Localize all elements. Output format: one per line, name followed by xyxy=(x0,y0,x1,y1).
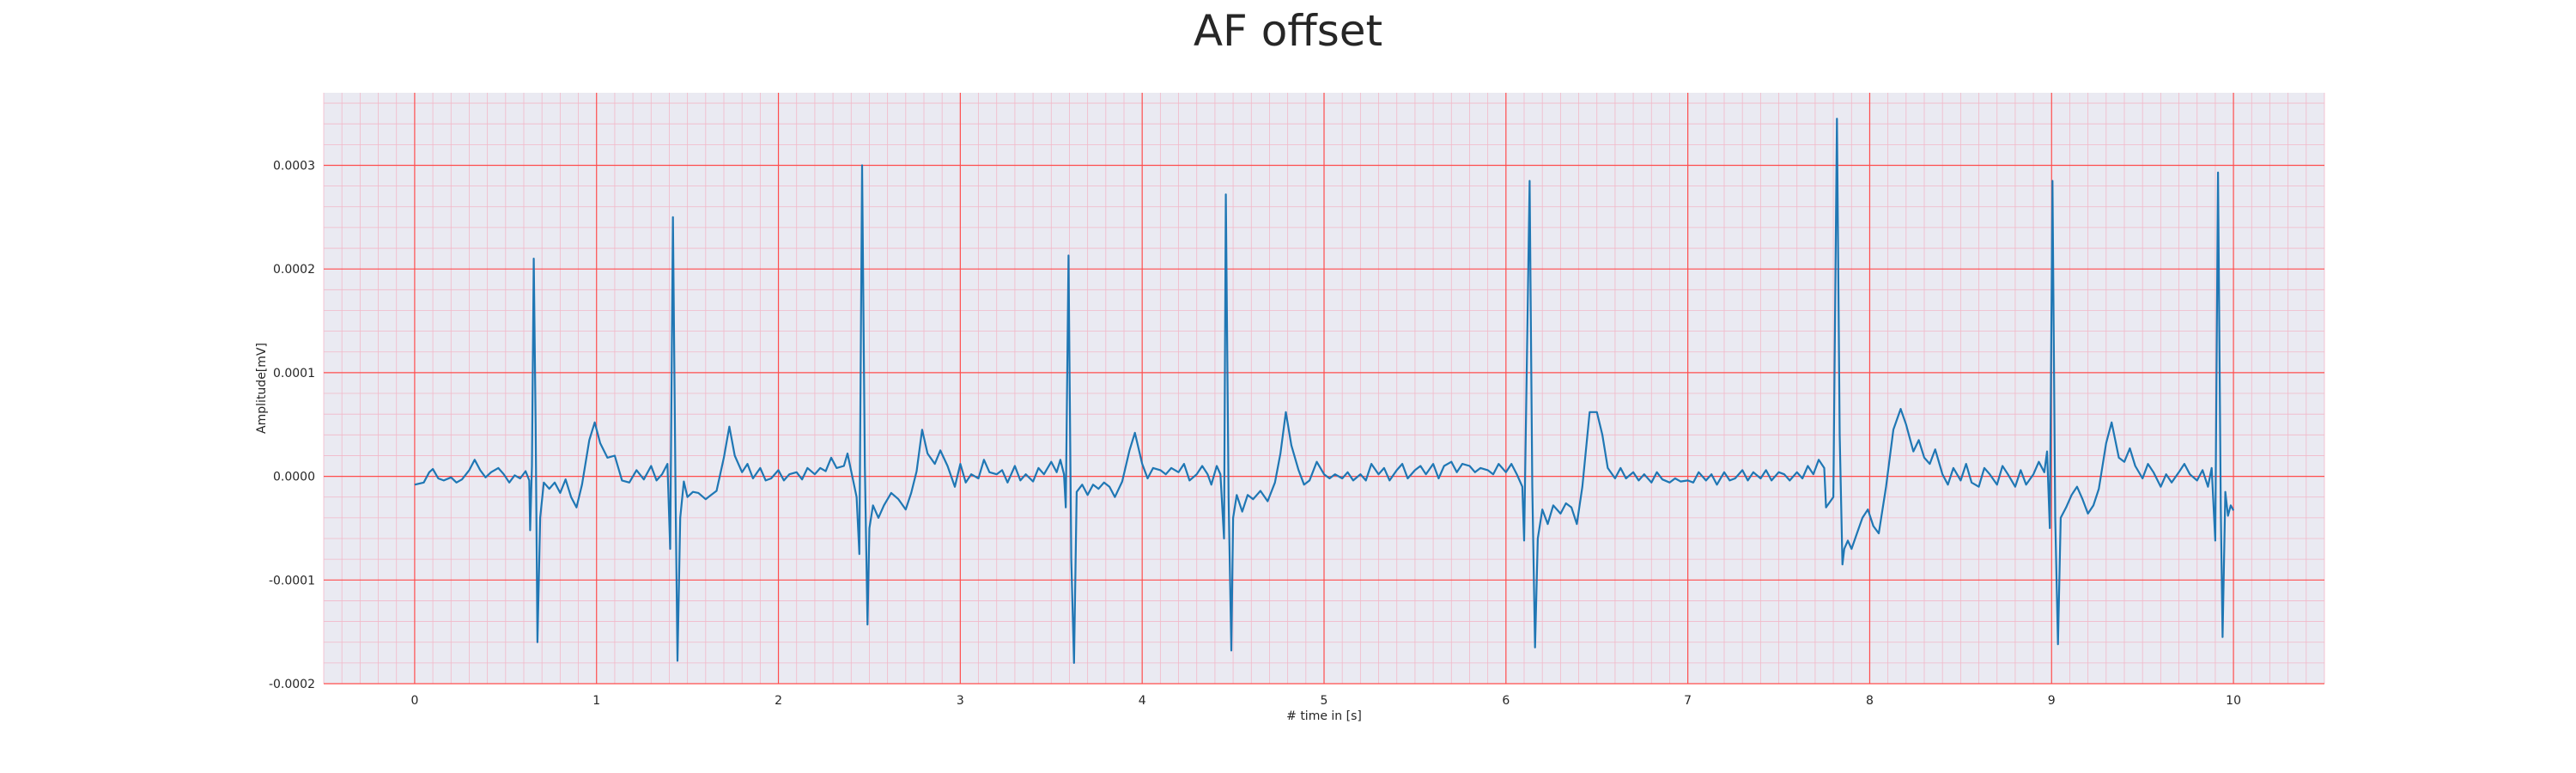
x-tick-label: 2 xyxy=(775,694,782,708)
x-tick-label: 9 xyxy=(2048,694,2056,708)
x-tick-label: 7 xyxy=(1684,694,1692,708)
y-tick-label: 0.0002 xyxy=(273,263,315,277)
ecg-series-line xyxy=(414,118,2235,664)
x-tick-label: 5 xyxy=(1321,694,1328,708)
x-tick-label: 10 xyxy=(2226,694,2241,708)
y-axis-ticks: -0.0002 -0.0001 0.0000 0.0001 0.0002 0.0003 xyxy=(269,159,315,691)
x-tick-label: 6 xyxy=(1502,694,1510,708)
y-tick-label: -0.0002 xyxy=(269,678,315,691)
chart-title: AF offset xyxy=(1194,6,1382,56)
x-tick-label: 1 xyxy=(592,694,600,708)
x-tick-label: 8 xyxy=(1866,694,1874,708)
y-tick-label: -0.0001 xyxy=(269,574,315,587)
x-tick-label: 4 xyxy=(1139,694,1146,708)
x-axis-ticks: 0 1 2 3 4 5 6 7 8 9 10 xyxy=(410,694,2241,708)
y-axis-label: Amplitude[mV] xyxy=(255,343,269,434)
y-tick-label: 0.0003 xyxy=(273,159,315,173)
x-tick-label: 3 xyxy=(957,694,964,708)
x-tick-label: 0 xyxy=(410,694,418,708)
y-tick-label: 0.0001 xyxy=(273,367,315,380)
x-axis-label: # time in [s] xyxy=(1286,709,1362,723)
major-grid xyxy=(324,93,2324,685)
y-tick-label: 0.0000 xyxy=(273,471,315,484)
